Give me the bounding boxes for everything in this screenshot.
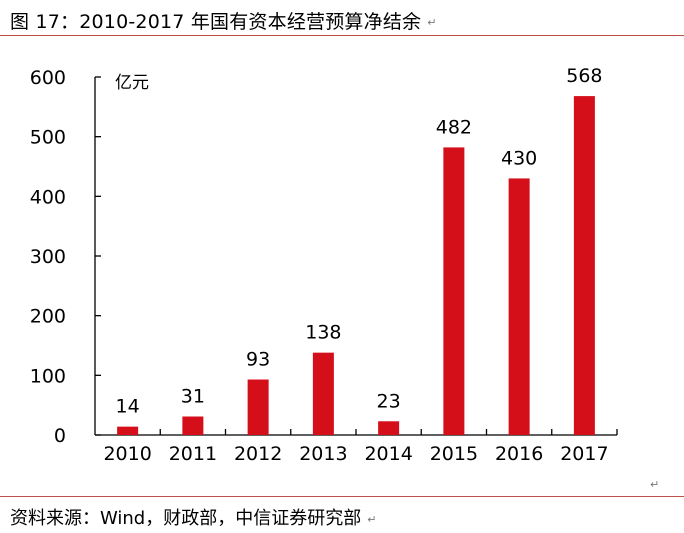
source-row: 资料来源：Wind，财政部，中信证券研究部 ↵	[10, 505, 376, 529]
bar-2013	[312, 352, 334, 435]
x-tick-label: 2014	[364, 443, 412, 465]
y-tick-label: 400	[30, 186, 66, 208]
data-label-2012: 93	[246, 349, 270, 371]
data-label-2014: 23	[377, 390, 401, 412]
bar-2017	[573, 96, 595, 436]
return-mark-icon: ↵	[427, 15, 437, 29]
x-tick-label: 2010	[103, 443, 151, 465]
x-tick-label: 2016	[495, 443, 543, 465]
bar-2011	[182, 416, 204, 435]
y-tick-label: 0	[54, 425, 66, 447]
x-tick-label: 2017	[560, 443, 608, 465]
return-mark-icon: ↵	[367, 512, 377, 526]
top-divider	[0, 35, 684, 36]
data-label-2016: 430	[501, 147, 537, 169]
y-tick-label: 500	[30, 127, 66, 149]
data-label-2010: 14	[116, 396, 140, 418]
return-mark-icon: ↵	[650, 478, 660, 491]
x-tick-label: 2013	[299, 443, 347, 465]
x-tick-label: 2015	[430, 443, 478, 465]
x-tick-label: 2011	[169, 443, 217, 465]
y-axis-unit-label: 亿元	[115, 73, 149, 93]
bar-2012	[247, 379, 269, 435]
bar-2016	[508, 178, 530, 435]
source-note: 资料来源：Wind，财政部，中信证券研究部	[10, 508, 362, 529]
bottom-divider	[0, 496, 684, 497]
x-tick-label: 2012	[234, 443, 282, 465]
bar-2014	[378, 421, 400, 435]
data-label-2015: 482	[436, 116, 472, 138]
bar-2010	[117, 426, 139, 435]
y-tick-label: 300	[30, 246, 66, 268]
data-label-2013: 138	[305, 322, 341, 344]
figure-title: 图 17：2010-2017 年国有资本经营预算净结余	[10, 10, 422, 33]
data-label-2017: 568	[566, 65, 602, 87]
data-label-2011: 31	[181, 386, 205, 408]
y-tick-label: 100	[30, 365, 66, 387]
bar-2015	[443, 147, 465, 435]
y-tick-label: 200	[30, 306, 66, 328]
y-tick-label: 600	[30, 67, 66, 89]
figure-title-row: 图 17：2010-2017 年国有资本经营预算净结余 ↵	[10, 6, 436, 34]
